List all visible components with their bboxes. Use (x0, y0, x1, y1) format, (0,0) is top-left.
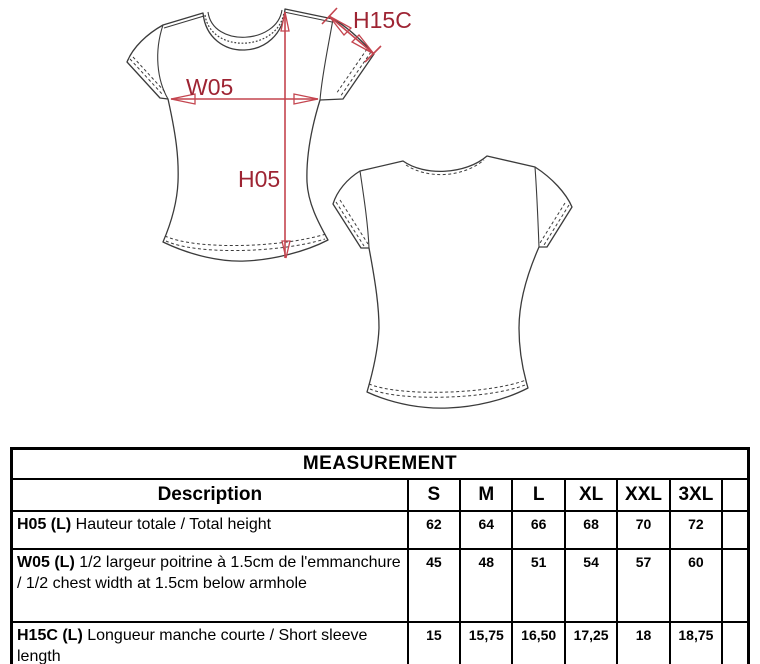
back-shirt-body (332, 155, 573, 409)
front-collar-stitch (204, 11, 285, 44)
back-left-armhole-seam (359, 170, 370, 249)
front-right-shoulder-seam (283, 11, 333, 23)
value-cell: 57 (616, 548, 671, 623)
measure-code: H05 (L) (17, 516, 72, 533)
size-header-l: L (511, 478, 566, 512)
value-cell: 68 (563, 510, 619, 550)
h15c-arrowhead-top (328, 15, 353, 36)
h15c-dimension-line (328, 15, 375, 55)
size-diagram: W05 H05 H15C (126, 7, 573, 409)
value-cell: 18 (616, 621, 671, 664)
value-cell: 15,75 (459, 621, 514, 664)
back-right-armhole-seam (534, 166, 540, 248)
value-cell: 64 (459, 510, 514, 550)
w05-label: W05 (186, 74, 233, 100)
value-cell: 70 (616, 510, 671, 550)
empty-cell (721, 621, 750, 664)
front-right-armhole-seam (319, 18, 334, 101)
measure-description: 1/2 largeur poitrine à 1.5cm de l'emmanc… (17, 554, 401, 592)
size-header-s: S (406, 478, 462, 512)
h05-label: H05 (238, 166, 280, 192)
back-neck-stitch (405, 159, 485, 175)
size-header-xxl: XXL (616, 478, 671, 512)
value-cell: 66 (511, 510, 566, 550)
h15c-label: H15C (353, 7, 412, 33)
back-right-cuff-stitch (539, 202, 570, 246)
description-header-cell: Description (10, 478, 409, 512)
value-cell: 45 (406, 548, 462, 623)
value-cell: 15 (406, 621, 462, 664)
value-cell: 16,50 (511, 621, 566, 664)
front-hem-stitch (164, 233, 327, 252)
w05-arrowhead-right (293, 93, 319, 105)
size-header-3xl: 3XL (668, 478, 724, 512)
measurement-table: MEASUREMENT Description S M L XL XXL 3XL… (10, 447, 750, 664)
front-shirt-body (126, 8, 375, 262)
table-row-w05: W05 (L) 1/2 largeur poitrine à 1.5cm de … (10, 548, 750, 623)
value-cell: 60 (668, 548, 724, 623)
size-header-m: M (459, 478, 514, 512)
measure-description: Hauteur totale / Total height (71, 516, 272, 533)
h15c-extension-ticks (321, 7, 382, 63)
row-description-cell: W05 (L) 1/2 largeur poitrine à 1.5cm de … (10, 548, 409, 623)
measure-description: Longueur manche courte / Short sleeve le… (17, 627, 368, 664)
w05-arrowhead-left (170, 93, 196, 105)
value-cell: 17,25 (563, 621, 619, 664)
h05-arrowhead-top (280, 11, 290, 32)
row-description-cell: H05 (L) Hauteur totale / Total height (10, 510, 409, 550)
front-collar-inner (207, 9, 283, 38)
table-title: MEASUREMENT (10, 447, 750, 480)
table-row-h05: H05 (L) Hauteur totale / Total height 62… (10, 510, 750, 550)
front-right-cuff-stitch (335, 48, 372, 98)
size-header-xl: XL (563, 478, 619, 512)
table-title-row: MEASUREMENT (10, 447, 750, 480)
dimension-annotations: W05 H05 H15C (170, 7, 412, 259)
front-left-cuff-stitch (129, 56, 167, 96)
table-row-h15c: H15C (L) Longueur manche courte / Short … (10, 621, 750, 664)
value-cell: 62 (406, 510, 462, 550)
value-cell: 48 (459, 548, 514, 623)
front-shirt-drawing (126, 8, 375, 262)
value-cell: 18,75 (668, 621, 724, 664)
value-cell: 72 (668, 510, 724, 550)
value-cell: 54 (563, 548, 619, 623)
value-cell: 51 (511, 548, 566, 623)
front-left-armhole-seam (157, 24, 169, 100)
h15c-arrowhead-bottom (350, 34, 375, 55)
row-description-cell: H15C (L) Longueur manche courte / Short … (10, 621, 409, 664)
empty-header-cell (721, 478, 750, 512)
empty-cell (721, 548, 750, 623)
empty-cell (721, 510, 750, 550)
front-left-shoulder-seam (163, 15, 205, 29)
measure-code: H15C (L) (17, 627, 83, 644)
table-header-row: Description S M L XL XXL 3XL (10, 478, 750, 512)
back-hem-stitch (368, 379, 527, 398)
back-shirt-drawing (332, 155, 573, 409)
measure-code: W05 (L) (17, 554, 75, 571)
h05-arrowhead-bottom (281, 240, 291, 259)
